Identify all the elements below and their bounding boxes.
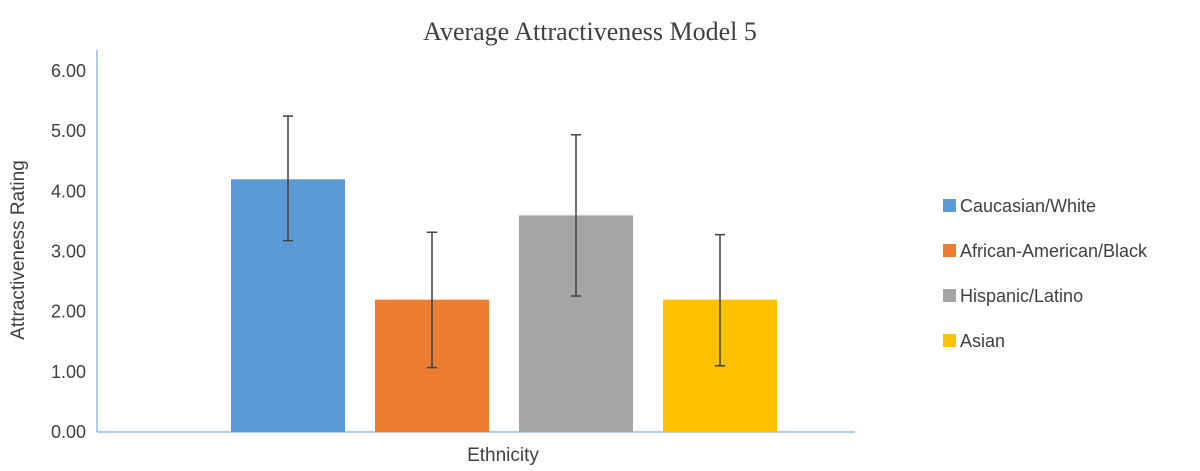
y-axis-title: Attractiveness Rating (8, 160, 29, 340)
error-bar (283, 115, 293, 242)
legend-label: Hispanic/Latino (960, 286, 1083, 306)
error-bar (715, 233, 725, 367)
chart-title: Average Attractiveness Model 5 (423, 17, 757, 46)
legend: Caucasian/White African-American/Black His… (943, 196, 1148, 351)
legend-label: Asian (960, 331, 1005, 351)
y-tick-label: 6.00 (51, 61, 86, 81)
legend-label: Caucasian/White (960, 196, 1096, 216)
error-bar (427, 231, 437, 369)
x-axis-title: Ethnicity (467, 445, 539, 466)
legend-swatch (943, 244, 956, 257)
y-tick-label: 2.00 (51, 302, 86, 322)
legend-swatch (943, 199, 956, 212)
legend-swatch (943, 334, 956, 347)
y-tick-label: 1.00 (51, 362, 86, 382)
y-tick-label: 3.00 (51, 242, 86, 262)
y-axis-ticks: 0.00 1.00 2.00 3.00 4.00 5.00 6.00 (51, 61, 86, 442)
bar-group (231, 115, 777, 432)
legend-label: African-American/Black (960, 241, 1148, 261)
y-tick-label: 5.00 (51, 121, 86, 141)
error-bar (571, 134, 581, 297)
y-tick-label: 0.00 (51, 422, 86, 442)
legend-swatch (943, 289, 956, 302)
y-tick-label: 4.00 (51, 181, 86, 201)
